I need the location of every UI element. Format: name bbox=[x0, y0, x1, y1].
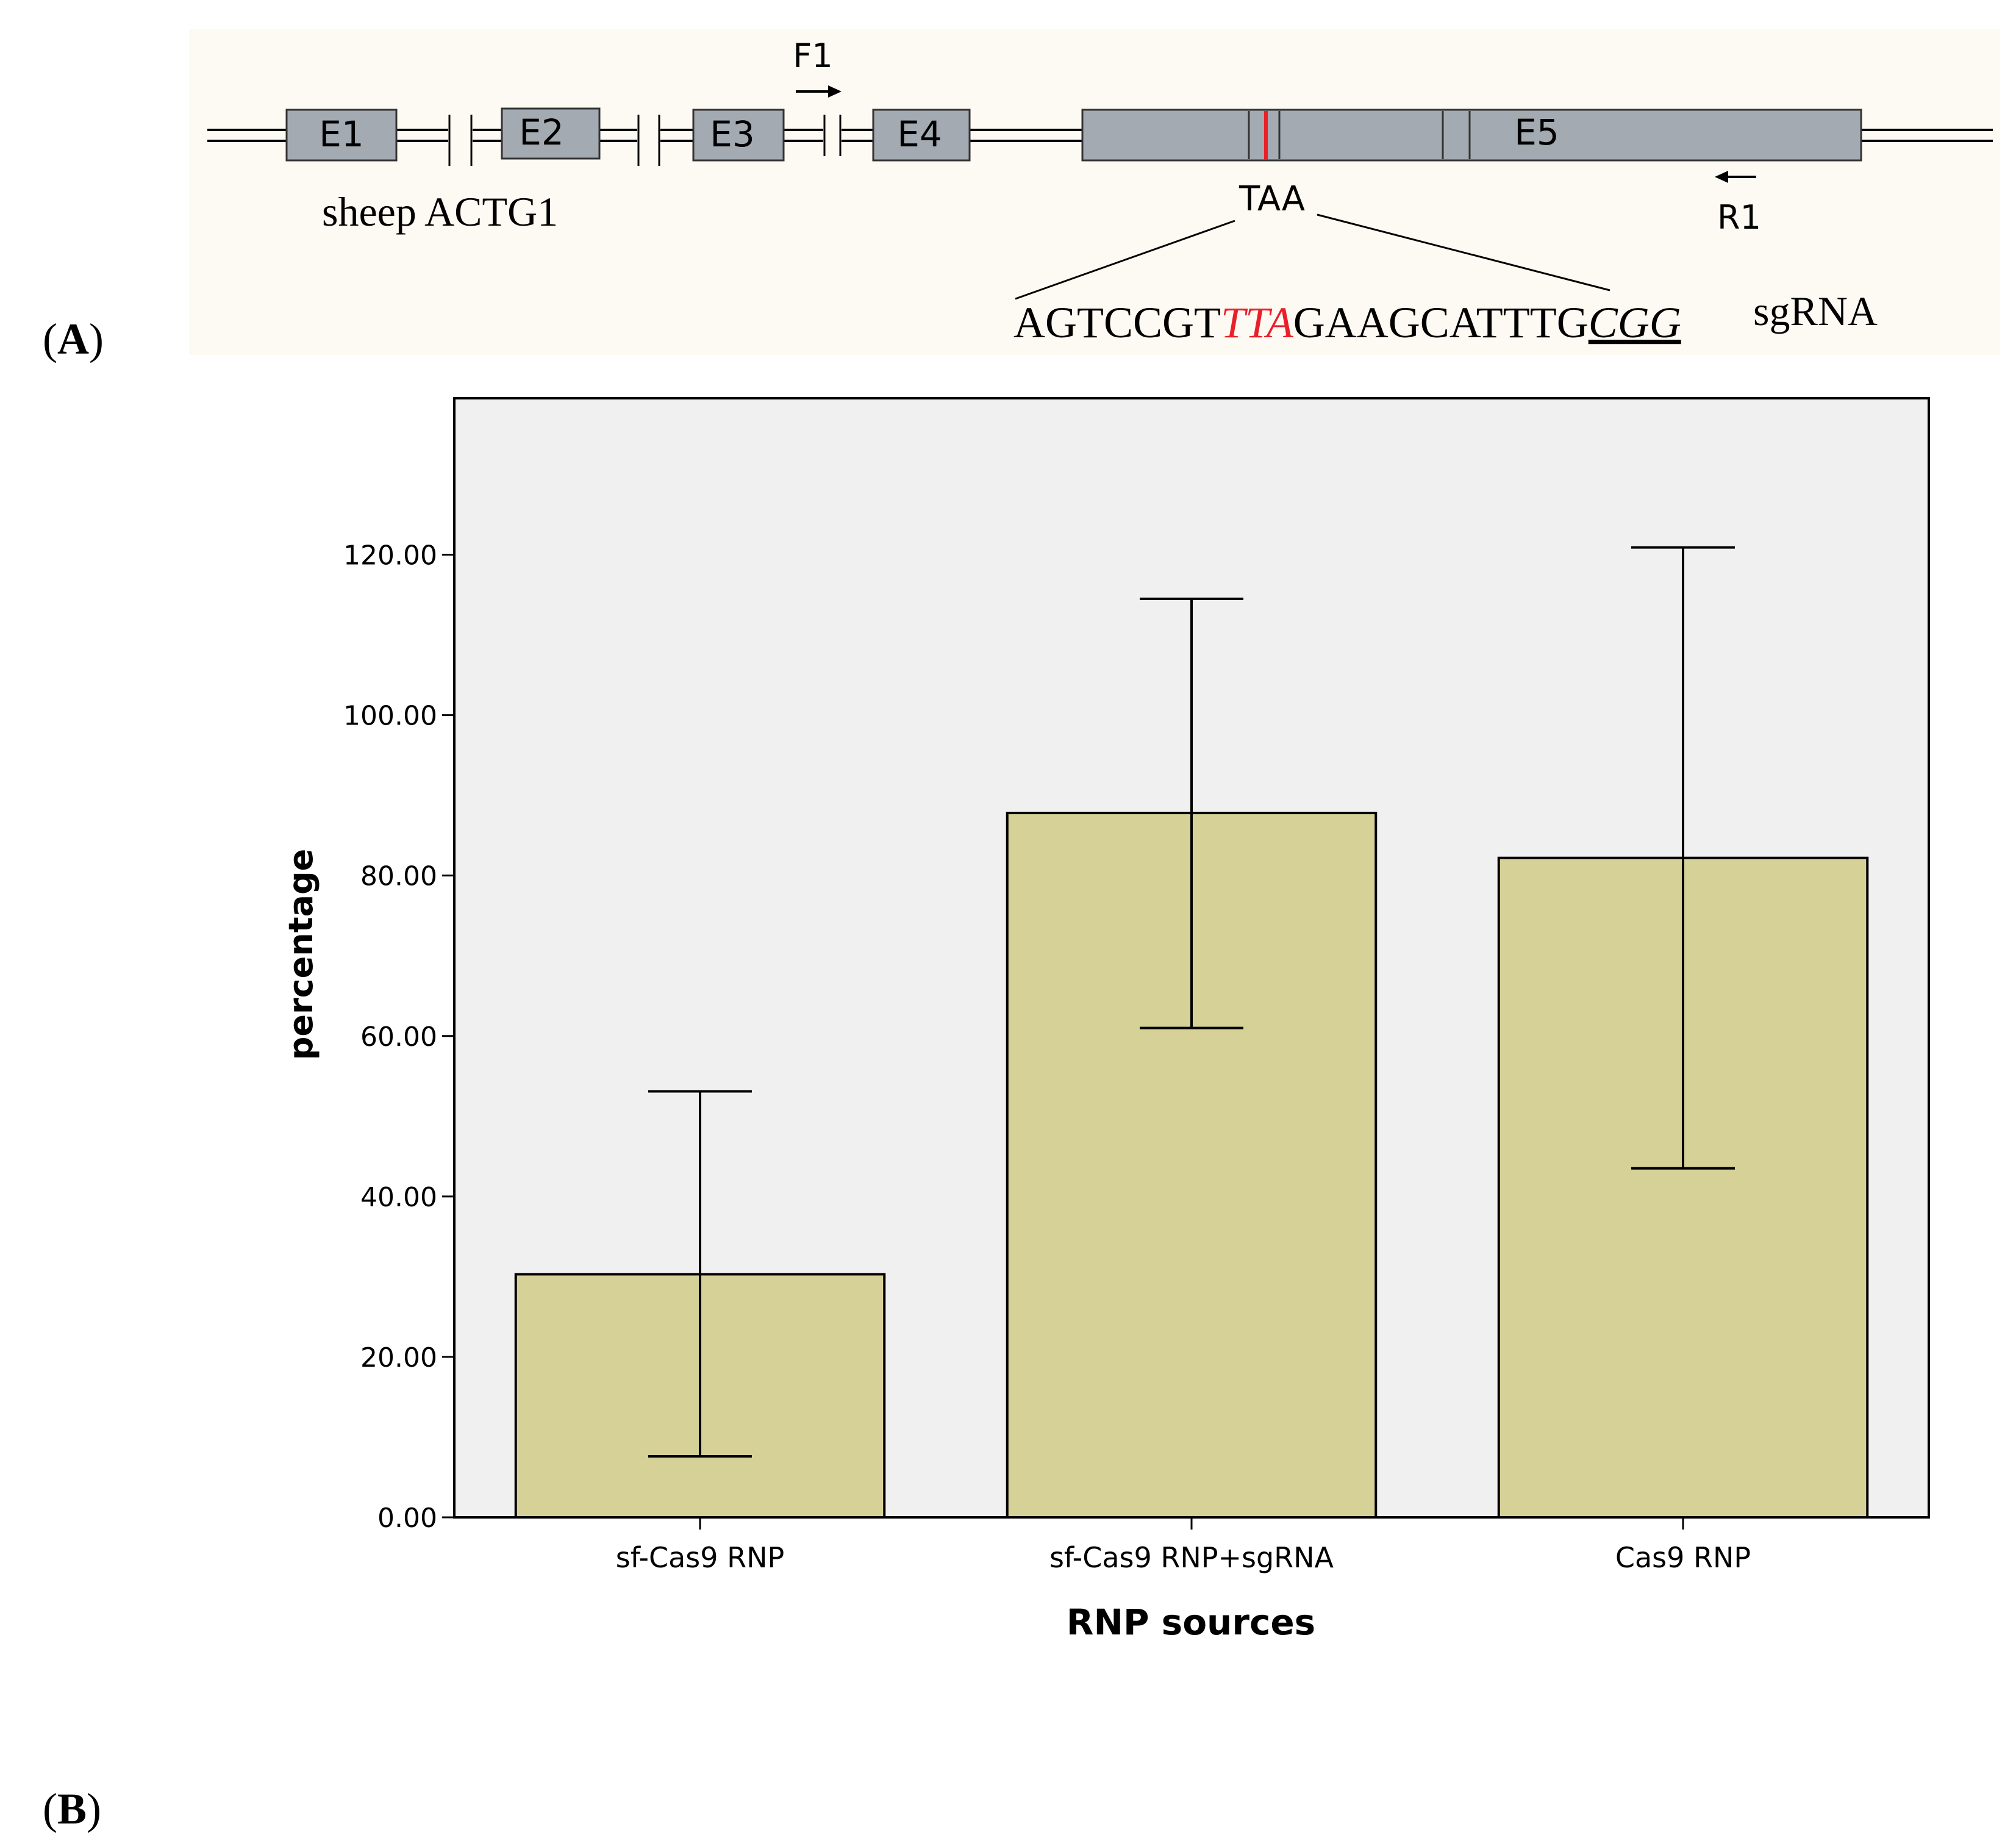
primer-reverse-label: R1 bbox=[1717, 198, 1761, 237]
primer-forward-label: F1 bbox=[793, 37, 832, 75]
panel-b: 0.00 20.00 40.00 60.00 80.00 100.00 120.00 sf-… bbox=[43, 397, 1930, 1833]
error-bar-2 bbox=[1631, 546, 1735, 1170]
panel-b-label-open: ( bbox=[43, 1784, 57, 1833]
panel-a-label-letter: A bbox=[57, 315, 89, 363]
exon5-internal-marks bbox=[1248, 111, 1471, 159]
y-axis-label: percentage bbox=[282, 849, 320, 1061]
intron-break-marks bbox=[448, 115, 842, 166]
stop-codon-label: TAA bbox=[1239, 179, 1305, 219]
y-tick-label-6: 120.00 bbox=[343, 540, 437, 571]
primer-reverse-arrow bbox=[1715, 171, 1756, 183]
sgrna-middle: GAAGCATTTG bbox=[1293, 298, 1589, 347]
x-tick-label-1: sf-Cas9 RNP+sgRNA bbox=[1049, 1541, 1334, 1574]
exon-box-4 bbox=[872, 109, 971, 162]
y-tick-label-2: 40.00 bbox=[360, 1182, 437, 1213]
y-tick-label-4: 80.00 bbox=[360, 861, 437, 892]
genomic-line bbox=[207, 129, 1993, 142]
panel-b-label: (B) bbox=[43, 1784, 101, 1833]
x-axis-label: RNP sources bbox=[1067, 1601, 1315, 1643]
exon-label-2: E2 bbox=[519, 112, 564, 153]
exon-label-3: E3 bbox=[710, 113, 755, 155]
error-bar-1 bbox=[1140, 597, 1243, 1029]
y-tick-label-1: 20.00 bbox=[360, 1342, 437, 1373]
sgrna-label: sgRNA bbox=[1753, 288, 1878, 334]
error-bars bbox=[648, 546, 1735, 1458]
exon-box-1 bbox=[285, 109, 398, 162]
primer-forward-arrow bbox=[796, 85, 842, 98]
exon-box-2 bbox=[501, 107, 601, 160]
exon-box-5 bbox=[1081, 109, 1862, 162]
x-tick-label-2: Cas9 RNP bbox=[1615, 1541, 1751, 1574]
zoom-lines bbox=[1015, 213, 1610, 300]
panel-a-label-open: ( bbox=[43, 315, 57, 363]
sgrna-sequence: AGTCCGTTTAGAAGCATTTGCGG bbox=[1013, 298, 1681, 347]
gene-name: sheep ACTG1 bbox=[322, 188, 558, 235]
exon-boxes bbox=[285, 107, 1862, 162]
panel-b-label-letter: B bbox=[57, 1784, 87, 1833]
y-tick-label-5: 100.00 bbox=[343, 701, 437, 732]
y-tick-label-0: 0.00 bbox=[377, 1503, 437, 1534]
exon-label-4: E4 bbox=[897, 113, 942, 155]
panel-a-label-close: ) bbox=[89, 315, 104, 363]
panel-a-label: (A) bbox=[43, 315, 104, 363]
sgrna-highlight: TTA bbox=[1221, 298, 1294, 347]
panel-a: E1 E2 E3 E4 E5 F1 R1 sheep ACTG1 TAA AGT… bbox=[43, 29, 2000, 363]
x-axis-tick-labels: sf-Cas9 RNP sf-Cas9 RNP+sgRNA Cas9 RNP bbox=[616, 1517, 1751, 1574]
error-bar-0 bbox=[648, 1090, 752, 1458]
sgrna-pam: CGG bbox=[1589, 298, 1681, 347]
x-tick-label-0: sf-Cas9 RNP bbox=[616, 1541, 785, 1574]
panel-a-background bbox=[189, 29, 2000, 355]
exon-label-1: E1 bbox=[319, 113, 364, 155]
stop-codon-marker bbox=[1264, 111, 1268, 160]
y-tick-label-3: 60.00 bbox=[360, 1022, 437, 1053]
sgrna-prefix: AGTCCGT bbox=[1013, 298, 1221, 347]
exon-label-5: E5 bbox=[1514, 112, 1559, 153]
exon-box-3 bbox=[692, 109, 785, 162]
y-axis-ticks: 0.00 20.00 40.00 60.00 80.00 100.00 120.00 bbox=[343, 540, 454, 1534]
panel-b-label-close: ) bbox=[87, 1784, 101, 1833]
